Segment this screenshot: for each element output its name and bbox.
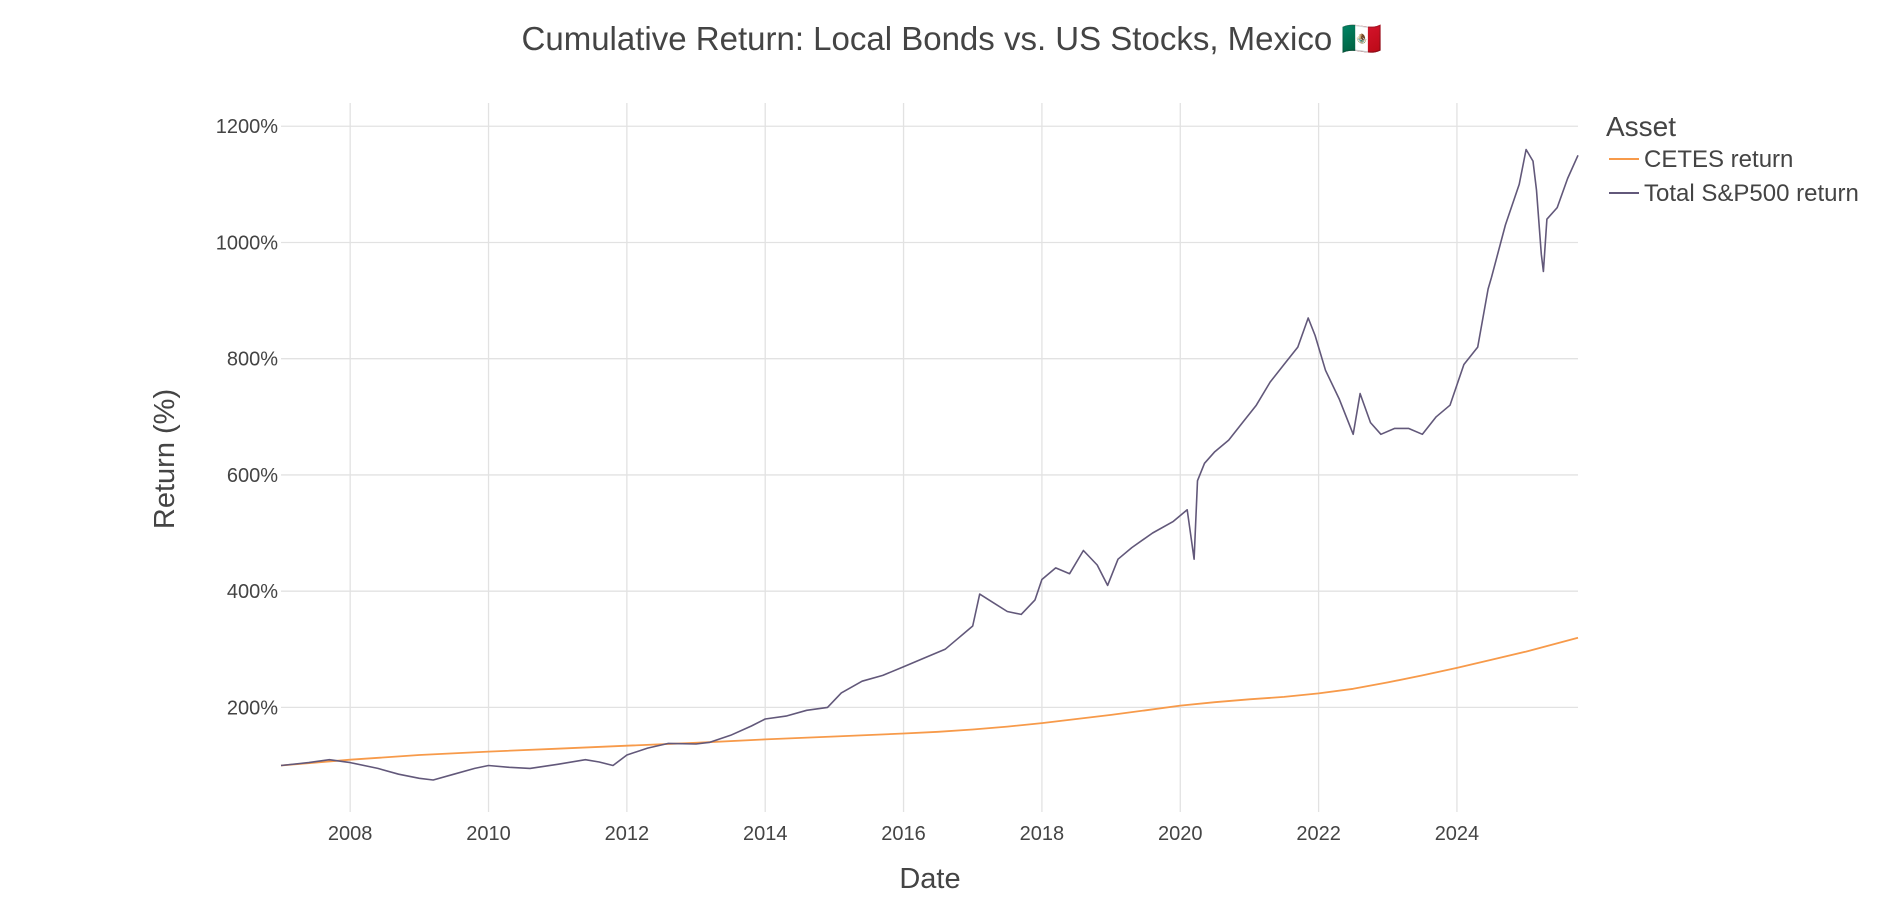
y-axis-title: Return (%)	[149, 389, 181, 529]
legend: Asset CETES return Total S&P500 return	[1606, 111, 1859, 207]
x-tick-label: 2022	[1296, 823, 1341, 845]
x-tick-label: 2008	[328, 823, 373, 845]
legend-label: CETES return	[1644, 146, 1793, 173]
x-tick-label: 2016	[881, 823, 926, 845]
series-line-sp500	[280, 148, 1579, 781]
y-tick-label: 400%	[227, 581, 278, 603]
x-tick-label: 2014	[743, 823, 788, 845]
gridlines	[281, 103, 1578, 812]
legend-title: Asset	[1606, 111, 1676, 142]
series-line-cetes	[280, 636, 1579, 767]
x-tick-label: 2010	[466, 823, 511, 845]
y-tick-label: 600%	[227, 465, 278, 487]
legend-items: CETES return Total S&P500 return	[1609, 146, 1859, 207]
legend-label: Total S&P500 return	[1644, 180, 1859, 207]
x-tick-label: 2012	[605, 823, 650, 845]
y-tick-label: 1200%	[216, 116, 278, 138]
x-tick-label: 2018	[1020, 823, 1065, 845]
x-axis-ticks: 2008 2010 2012 2014 2016 2018 2020 2022 2024	[328, 823, 1479, 845]
y-tick-label: 200%	[227, 697, 278, 719]
chart-title: Cumulative Return: Local Bonds vs. US St…	[522, 20, 1383, 57]
x-axis-title: Date	[899, 863, 960, 895]
series-lines	[280, 148, 1579, 781]
y-tick-label: 1000%	[216, 232, 278, 254]
x-tick-label: 2020	[1158, 823, 1203, 845]
y-axis-ticks: 200% 400% 600% 800% 1000% 1200%	[216, 116, 278, 719]
x-tick-label: 2024	[1435, 823, 1480, 845]
y-tick-label: 800%	[227, 349, 278, 371]
